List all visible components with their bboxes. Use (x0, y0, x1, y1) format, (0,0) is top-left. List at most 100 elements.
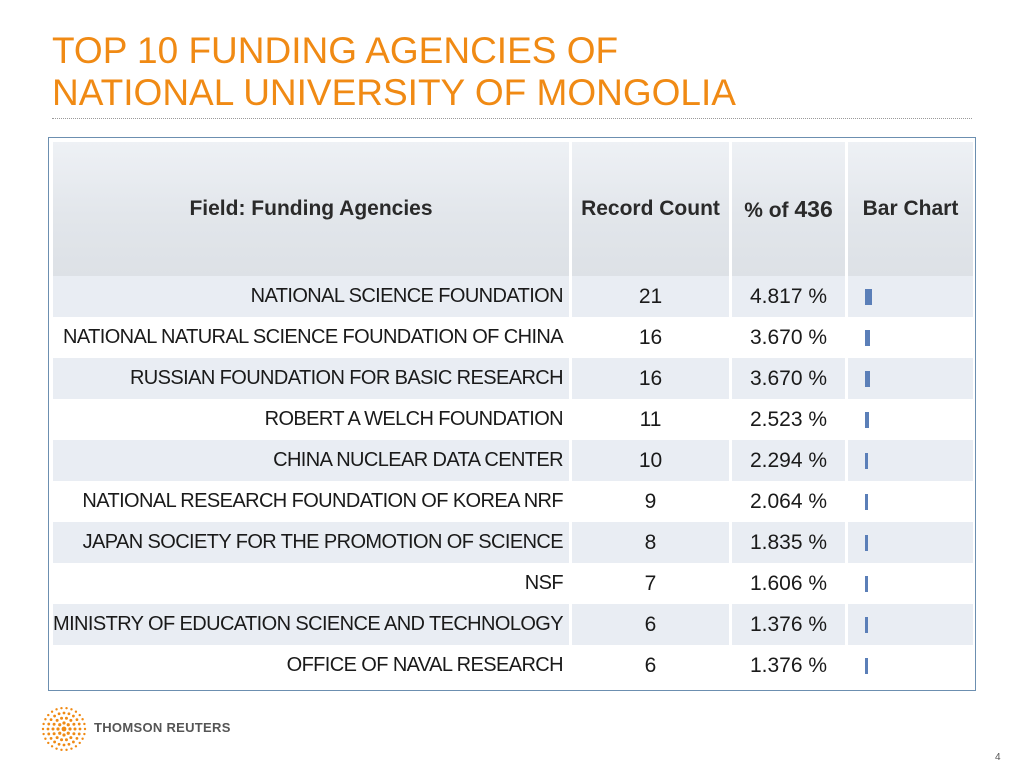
logo-dot (64, 716, 68, 720)
logo-dot (72, 732, 76, 736)
logo-dot (55, 747, 58, 750)
bar-chart-bar (865, 329, 870, 346)
cell-bar-chart (848, 276, 973, 317)
logo-dot (81, 737, 84, 740)
table-header-row: Field: Funding Agencies Record Count % o… (53, 142, 973, 276)
bar-chart-bar (865, 411, 869, 428)
logo-dot (78, 741, 81, 745)
logo-dot (83, 722, 86, 726)
logo-dot (56, 727, 60, 731)
logo-dot (77, 722, 81, 726)
cell-agency: OFFICE OF NAVAL RESEARCH (53, 645, 572, 686)
logo-dot (44, 737, 47, 740)
logo-dot (50, 710, 54, 713)
cell-record-count: 16 (572, 358, 732, 399)
logo-dot (57, 712, 61, 716)
logo-dot (78, 713, 81, 717)
page-number: 4 (995, 752, 1001, 763)
table-row: MINISTRY OF EDUCATION SCIENCE AND TECHNO… (53, 604, 973, 645)
bar-chart-bar (865, 493, 868, 510)
cell-record-count: 11 (572, 399, 732, 440)
logo-dot (52, 732, 56, 736)
cell-bar-chart (848, 645, 973, 686)
logo-dot (55, 736, 59, 740)
logo-dot (55, 718, 59, 722)
bar-chart-bar (865, 288, 872, 305)
logo-dot (70, 708, 73, 711)
logo-dot (75, 737, 79, 740)
cell-bar-chart (848, 317, 973, 358)
logo-dot (42, 722, 45, 726)
table-row: RUSSIAN FOUNDATION FOR BASIC RESEARCH 16 3… (53, 358, 973, 399)
logo-dot (62, 733, 66, 737)
logo-dot (49, 737, 53, 740)
cell-percent: 3.670 % (732, 317, 848, 358)
logo-dot (49, 718, 53, 721)
cell-percent: 1.606 % (732, 563, 848, 604)
logo-dot (60, 738, 64, 742)
funding-agencies-table-frame: Field: Funding Agencies Record Count % o… (48, 137, 976, 691)
cell-percent: 2.294 % (732, 440, 848, 481)
logo-dot (72, 722, 76, 726)
cell-agency: JAPAN SOCIETY FOR THE PROMOTION OF SCIEN… (53, 522, 572, 563)
cell-bar-chart (848, 440, 973, 481)
logo-dot (64, 738, 68, 742)
logo-dot (61, 726, 67, 732)
cell-percent: 1.376 % (732, 645, 848, 686)
bar-chart-bar (865, 575, 868, 592)
logo-dot (47, 732, 51, 736)
logo-dot (74, 710, 78, 713)
logo-dot (66, 723, 70, 727)
logo-dot (60, 706, 63, 710)
cell-agency: MINISTRY OF EDUCATION SCIENCE AND TECHNO… (53, 604, 572, 645)
cell-bar-chart (848, 604, 973, 645)
cell-record-count: 16 (572, 317, 732, 358)
cell-bar-chart (848, 358, 973, 399)
logo-dot (65, 748, 68, 752)
logo-dot (78, 727, 82, 731)
cell-percent: 2.523 % (732, 399, 848, 440)
slide-title-line1: TOP 10 FUNDING AGENCIES OF (52, 30, 619, 71)
logo-dot (44, 718, 47, 721)
header-funding-agencies: Field: Funding Agencies (53, 142, 572, 276)
logo-dot (58, 731, 62, 735)
title-divider (52, 118, 972, 119)
bar-chart-bar (865, 452, 868, 469)
table-row: ROBERT A WELCH FOUNDATION 11 2.523 % (53, 399, 973, 440)
logo-dot (66, 731, 70, 735)
header-percent-prefix: % of (744, 198, 795, 222)
logo-dot (60, 748, 63, 752)
logo-dot (50, 745, 54, 748)
cell-percent: 1.835 % (732, 522, 848, 563)
cell-bar-chart (848, 522, 973, 563)
slide-title-line2: NATIONAL UNIVERSITY OF MONGOLIA (52, 72, 736, 113)
table-row: JAPAN SOCIETY FOR THE PROMOTION OF SCIEN… (53, 522, 973, 563)
header-bar-chart: Bar Chart (848, 142, 973, 276)
bar-chart-bar (865, 534, 868, 551)
logo-dot (47, 713, 50, 717)
logo-dot (58, 723, 62, 727)
logo-dot (77, 732, 81, 736)
cell-record-count: 9 (572, 481, 732, 522)
logo-dot (42, 732, 45, 736)
logo-text: THOMSON REUTERS (94, 720, 231, 735)
logo-dot (65, 706, 68, 710)
logo-dot (83, 732, 86, 736)
bar-chart-bar (865, 657, 868, 674)
cell-record-count: 8 (572, 522, 732, 563)
header-percent-total: 436 (794, 195, 833, 222)
cell-agency: NATIONAL SCIENCE FOUNDATION (53, 276, 572, 317)
logo-dot (73, 727, 77, 731)
table-row: NATIONAL NATURAL SCIENCE FOUNDATION OF C… (53, 317, 973, 358)
logo-dot (60, 716, 64, 720)
logo-dot (62, 721, 66, 725)
cell-record-count: 6 (572, 645, 732, 686)
cell-record-count: 10 (572, 440, 732, 481)
logo-dot (72, 740, 75, 744)
cell-bar-chart (848, 399, 973, 440)
logo-dot (47, 741, 50, 745)
logo-dot (83, 727, 87, 731)
table-row: NSF 7 1.606 % (53, 563, 973, 604)
logo-dot (67, 712, 71, 716)
logo-dot (52, 722, 56, 726)
